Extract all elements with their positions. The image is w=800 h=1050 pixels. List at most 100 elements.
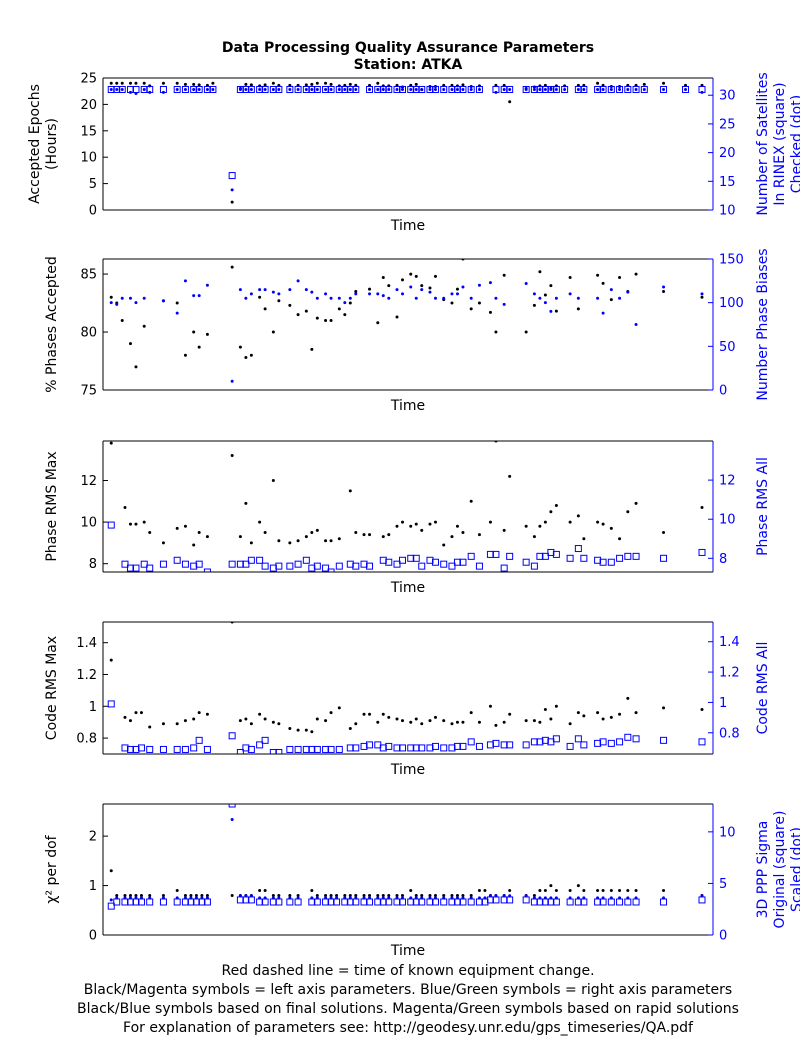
data-square: [286, 562, 294, 570]
data-point: [455, 287, 459, 291]
data-point: [128, 81, 132, 85]
left-tick-label: 1: [89, 700, 97, 715]
data-point: [343, 313, 347, 317]
data-point: [304, 288, 308, 292]
data-point: [115, 893, 119, 897]
left-tick-label: 25: [80, 72, 97, 87]
data-point: [337, 706, 341, 710]
data-point: [175, 722, 179, 726]
data-point: [271, 330, 275, 334]
data-point: [109, 87, 113, 91]
data-square: [346, 85, 354, 93]
data-point: [263, 288, 267, 292]
data-point: [455, 896, 459, 900]
data-point: [134, 522, 138, 526]
left-tick-label: 1.4: [76, 636, 97, 651]
data-point: [277, 893, 281, 897]
data-point: [414, 522, 418, 526]
data-square: [275, 748, 283, 754]
left-tick-label: 8: [89, 557, 97, 572]
data-point: [115, 302, 119, 306]
data-square: [522, 85, 530, 93]
data-point: [329, 893, 333, 897]
data-point: [288, 288, 292, 292]
data-square: [393, 744, 401, 752]
data-square: [366, 85, 374, 93]
data-square: [269, 748, 277, 754]
data-square: [146, 745, 154, 753]
data-square: [242, 560, 250, 568]
data-point: [461, 720, 465, 724]
data-point: [304, 309, 308, 313]
data-point: [618, 712, 622, 716]
data-square: [132, 745, 140, 753]
data-point: [626, 510, 630, 514]
data-point: [455, 720, 459, 724]
data-point: [414, 296, 418, 300]
right-tick-label: 0: [719, 384, 727, 399]
data-point: [609, 526, 613, 530]
data-square: [352, 562, 360, 570]
data-square: [302, 556, 310, 564]
data-square: [541, 85, 549, 93]
data-point: [469, 896, 473, 900]
data-point: [271, 896, 275, 900]
data-point: [175, 311, 179, 315]
data-point: [310, 290, 314, 294]
data-point: [395, 717, 399, 721]
data-point: [450, 896, 454, 900]
data-point: [277, 722, 281, 726]
plot-area: [107, 441, 706, 572]
data-square: [522, 741, 530, 749]
data-point: [568, 722, 572, 726]
x-axis-label: Time: [390, 943, 425, 959]
right-tick-label: 100: [719, 296, 744, 311]
data-point: [205, 896, 209, 900]
data-point: [601, 889, 605, 893]
data-point: [288, 896, 292, 900]
data-point: [304, 535, 308, 539]
data-square: [616, 738, 624, 746]
data-point: [508, 100, 512, 104]
data-square: [107, 85, 115, 93]
data-square: [352, 744, 360, 752]
data-square: [121, 744, 129, 752]
data-point: [387, 533, 391, 537]
data-point: [596, 296, 600, 300]
left-tick-label: 75: [80, 384, 97, 399]
data-square: [574, 545, 582, 553]
data-point: [362, 712, 366, 716]
data-point: [483, 896, 487, 900]
data-point: [634, 501, 638, 505]
data-square: [228, 804, 236, 808]
data-point: [455, 524, 459, 528]
data-point: [368, 896, 372, 900]
data-point: [563, 87, 567, 91]
data-point: [582, 714, 586, 718]
data-square: [616, 554, 624, 562]
data-point: [409, 896, 413, 900]
data-point: [420, 288, 424, 292]
data-point: [123, 896, 127, 900]
data-square: [624, 85, 632, 93]
data-point: [461, 259, 465, 261]
data-point: [634, 272, 638, 276]
data-point: [142, 324, 146, 328]
data-point: [258, 288, 262, 292]
data-point: [230, 454, 234, 458]
data-point: [634, 323, 638, 326]
data-square: [327, 85, 335, 93]
left-tick-label: 1: [89, 879, 97, 894]
data-point: [549, 284, 553, 288]
data-point: [315, 528, 319, 532]
data-point: [197, 294, 201, 298]
data-square: [418, 744, 426, 752]
data-square: [506, 85, 514, 93]
data-point: [123, 506, 127, 510]
data-point: [488, 704, 492, 708]
data-square: [467, 898, 475, 906]
data-point: [401, 87, 405, 91]
data-point: [524, 87, 528, 91]
data-point: [538, 296, 542, 300]
data-point: [263, 307, 267, 311]
